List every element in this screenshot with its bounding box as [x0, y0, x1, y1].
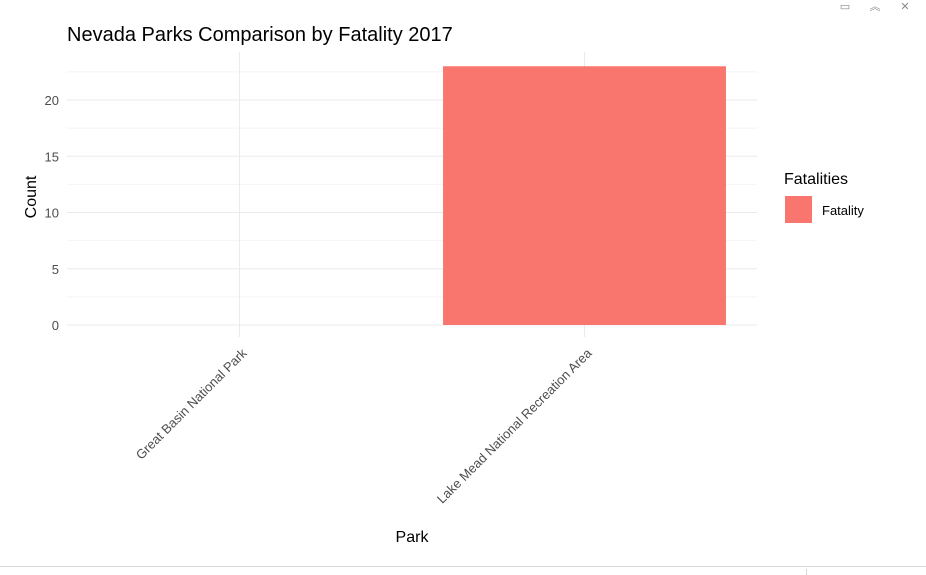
y-axis-title: Count — [23, 175, 40, 218]
bottom-divider-tick — [806, 569, 807, 575]
bars — [443, 66, 726, 325]
y-ticks: 0 5 10 15 20 — [45, 93, 59, 333]
bar — [443, 66, 726, 325]
x-tick-label: Great Basin National Park — [133, 345, 250, 462]
y-tick-label: 10 — [45, 206, 59, 221]
y-tick-label: 5 — [52, 262, 59, 277]
collapse-icon[interactable]: ︽ — [869, 1, 881, 13]
close-icon[interactable]: ✕ — [900, 0, 910, 13]
x-ticks: Great Basin National Park Lake Mead Natio… — [133, 345, 595, 506]
x-tick-label: Lake Mead National Recreation Area — [434, 345, 595, 506]
legend-title: Fatalities — [784, 171, 848, 188]
window-controls: ▭ ︽ ✕ — [838, 0, 912, 14]
minimize-pane-icon[interactable]: ▭ — [839, 0, 851, 13]
legend-key-fatality — [785, 196, 812, 223]
bottom-divider — [0, 566, 926, 567]
x-axis-title: Park — [396, 529, 430, 546]
legend-label-fatality: Fatality — [822, 203, 864, 218]
y-tick-label: 0 — [52, 318, 59, 333]
chart-title: Nevada Parks Comparison by Fatality 2017 — [67, 24, 453, 46]
y-tick-label: 15 — [45, 149, 59, 164]
y-tick-label: 20 — [45, 93, 59, 108]
legend: Fatalities Fatality — [784, 171, 864, 223]
